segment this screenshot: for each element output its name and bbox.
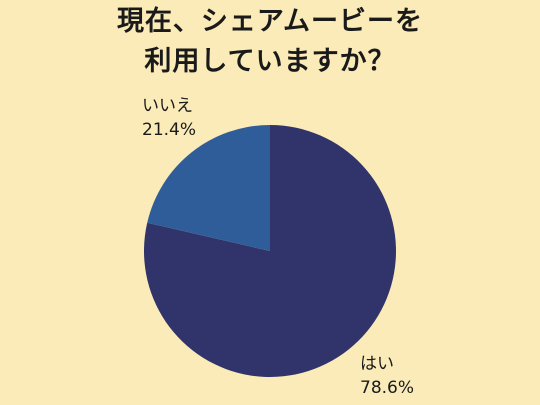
pie-slice-0 — [143, 125, 396, 378]
slice-label-iie: いいえ 21.4% — [142, 94, 196, 142]
chart-title-line-1: 現在、シェアムービーを — [116, 6, 424, 37]
slice-label-hai-value: 78.6% — [360, 378, 415, 398]
pie-slices — [143, 125, 396, 378]
chart-title: 現在、シェアムービーを 利用していますか？ — [0, 2, 540, 82]
slice-label-hai: はい 78.6% — [360, 352, 414, 400]
slice-label-hai-name: はい — [360, 354, 394, 374]
pie-slice-1 — [147, 125, 270, 251]
slice-label-iie-name: いいえ — [142, 96, 193, 116]
slice-label-iie-value: 21.4% — [142, 120, 197, 140]
chart-title-line-2: 利用していますか？ — [144, 46, 396, 77]
